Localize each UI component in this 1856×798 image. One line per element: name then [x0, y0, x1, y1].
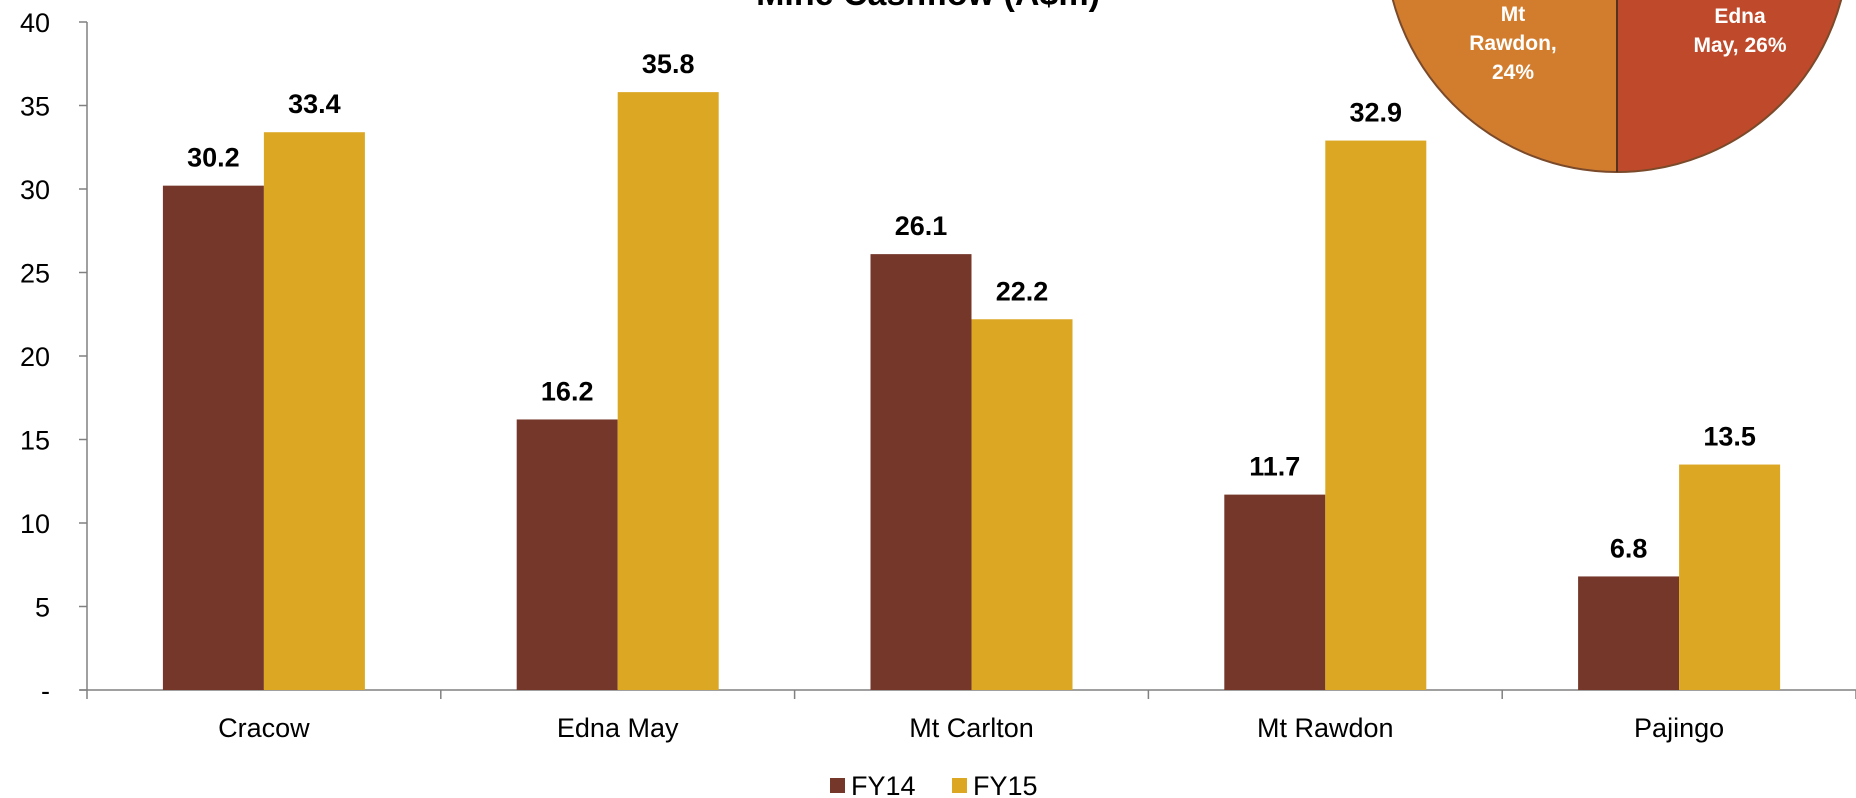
- x-tick-label: Edna May: [557, 713, 679, 743]
- y-tick-label: 10: [20, 509, 50, 539]
- bar-fy15-cracow: [263, 132, 365, 691]
- y-tick-label: 40: [20, 8, 50, 38]
- y-axis: - 5 10 15 20 25 30 35 40: [20, 8, 88, 706]
- data-label: 26.1: [895, 211, 948, 241]
- pie-label-mt-rawdon-line3: 24%: [1492, 61, 1534, 84]
- data-label: 11.7: [1249, 452, 1300, 482]
- data-labels-group: 30.2 33.4 16.2 35.8 26.1 22.2 11.7 32.9 6.8 13.5: [187, 49, 1756, 563]
- bar-fy15-mt-rawdon: [1325, 140, 1427, 690]
- legend: FY14 FY15: [830, 771, 1038, 798]
- data-label: 33.4: [288, 89, 341, 119]
- y-tick-label: 25: [20, 259, 50, 289]
- data-label: 22.2: [996, 276, 1049, 306]
- data-label: 16.2: [541, 376, 594, 406]
- x-tick-label: Cracow: [218, 713, 310, 743]
- data-label: 13.5: [1703, 422, 1756, 452]
- bar-fy14-mt-carlton: [870, 254, 972, 690]
- inset-pie-chart: Mt Rawdon, 24% Edna May, 26%: [1391, 0, 1843, 174]
- y-tick-label: 15: [20, 426, 50, 456]
- data-label: 32.9: [1350, 98, 1403, 128]
- data-label: 35.8: [642, 49, 695, 79]
- bars-group: [162, 92, 1781, 691]
- y-tick-label: 30: [20, 175, 50, 205]
- pie-slice-mt-rawdon: [1391, 0, 1618, 174]
- bar-fy14-edna-may: [516, 419, 618, 690]
- y-tick-label: 35: [20, 92, 50, 122]
- x-axis: Cracow Edna May Mt Carlton Mt Rawdon Pajingo: [80, 689, 1856, 743]
- pie-label-edna-may-line1: Edna: [1714, 5, 1766, 28]
- data-label: 30.2: [187, 143, 240, 173]
- bar-fy15-pajingo: [1679, 464, 1781, 690]
- y-tick-label: 5: [35, 593, 50, 623]
- y-tick-label: 20: [20, 342, 50, 372]
- bar-fy15-edna-may: [617, 92, 719, 690]
- y-tick-label: -: [41, 676, 50, 706]
- legend-swatch-fy14: [830, 778, 845, 793]
- x-tick-label: Pajingo: [1634, 713, 1724, 743]
- bar-fy14-pajingo: [1578, 576, 1680, 690]
- chart-title: Mine Cashflow (A$m): [756, 0, 1100, 13]
- pie-slice-edna-may: [1616, 0, 1843, 174]
- bar-fy15-mt-carlton: [971, 319, 1073, 690]
- legend-label-fy14: FY14: [851, 771, 916, 798]
- x-tick-label: Mt Rawdon: [1257, 713, 1394, 743]
- legend-label-fy15: FY15: [973, 771, 1038, 798]
- pie-label-edna-may-line2: May, 26%: [1694, 34, 1787, 57]
- bar-fy14-mt-rawdon: [1224, 494, 1326, 690]
- data-label: 6.8: [1610, 533, 1648, 563]
- pie-label-mt-rawdon-line2: Rawdon,: [1469, 32, 1557, 55]
- bar-fy14-cracow: [162, 185, 264, 690]
- x-tick-label: Mt Carlton: [909, 713, 1034, 743]
- pie-label-mt-rawdon-line1: Mt: [1501, 3, 1526, 26]
- legend-swatch-fy15: [952, 778, 967, 793]
